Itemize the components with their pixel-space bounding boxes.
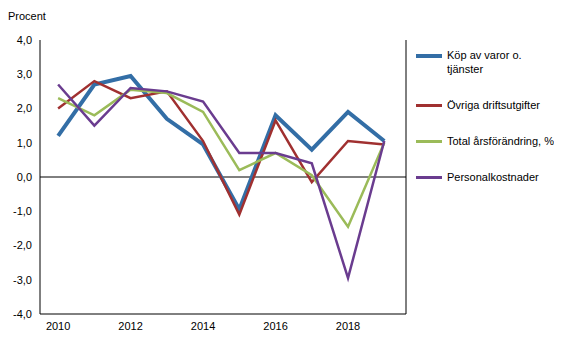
svg-text:2014: 2014 [191, 320, 215, 332]
svg-text:2016: 2016 [263, 320, 287, 332]
svg-text:2012: 2012 [118, 320, 142, 332]
svg-text:1,0: 1,0 [17, 137, 32, 149]
svg-text:2,0: 2,0 [17, 102, 32, 114]
html-text:Procent: Procent [8, 10, 46, 22]
svg-text:-4,0: -4,0 [13, 308, 32, 320]
svg-text:3,0: 3,0 [17, 68, 32, 80]
svg-text:-3,0: -3,0 [13, 274, 32, 286]
svg-text:-2,0: -2,0 [13, 239, 32, 251]
html-text:Köp av varor o. tjänster: Köp av varor o. tjänster [447, 49, 522, 75]
html-text:Övriga driftsutgifter: Övriga driftsutgifter [447, 99, 540, 111]
svg-text:2010: 2010 [46, 320, 70, 332]
html-text:Personalkostnader: Personalkostnader [447, 171, 539, 183]
html-text:Total årsförändring, %: Total årsförändring, % [447, 135, 554, 147]
svg-text:4,0: 4,0 [17, 34, 32, 46]
svg-text:-1,0: -1,0 [13, 205, 32, 217]
svg-text:2018: 2018 [336, 320, 360, 332]
svg-text:0,0: 0,0 [17, 171, 32, 183]
